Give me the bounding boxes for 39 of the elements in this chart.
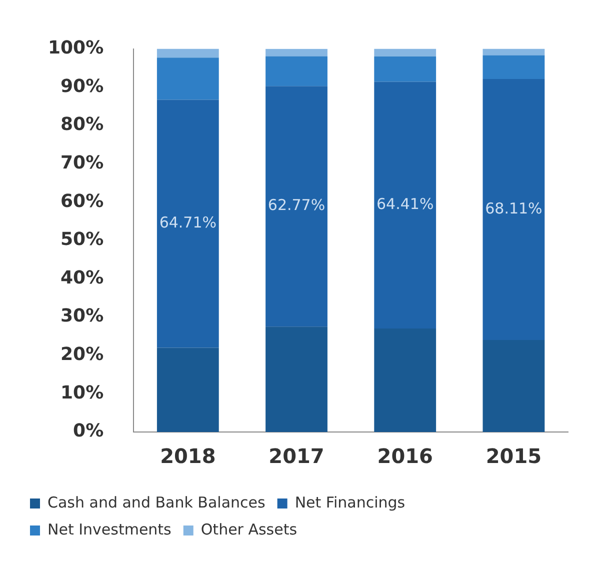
bar [156, 100, 219, 348]
y-tick-label: 70% [60, 152, 104, 174]
bar [156, 348, 219, 432]
bar [482, 79, 545, 340]
bar [266, 56, 328, 86]
y-tick-label: 0% [73, 420, 104, 442]
x-tick-label: 2016 [377, 444, 433, 468]
bar [156, 48, 219, 58]
bar [374, 56, 436, 82]
bar [156, 58, 219, 100]
y-tick-label: 50% [60, 229, 104, 250]
x-tick-label: 2017 [268, 444, 324, 468]
y-tick-label: 90% [60, 76, 104, 97]
y-tick-label: 10% [60, 382, 104, 404]
data-label: 64.71% [159, 214, 217, 232]
legend-label: Net Financings [294, 493, 406, 512]
x-tick-label: 2018 [160, 444, 216, 468]
data-label: 68.11% [485, 199, 542, 218]
y-tick-label: 100% [48, 37, 104, 58]
y-tick-label: 60% [60, 190, 104, 212]
legend-label: Cash and and Bank Balances [48, 493, 266, 512]
bar [374, 48, 436, 56]
bar [482, 340, 545, 432]
bar [482, 48, 545, 56]
y-tick-label: 20% [60, 344, 104, 366]
y-tick-label: 40% [60, 267, 104, 288]
legend-label: Other Assets [200, 520, 298, 538]
legend-label: Net Investments [48, 520, 172, 538]
y-tick-label: 30% [60, 306, 104, 327]
bar [266, 326, 328, 432]
x-tick-label: 2015 [486, 444, 542, 468]
y-tick-label: 80% [60, 114, 104, 136]
bar [266, 48, 328, 56]
bar [374, 82, 436, 329]
bar [482, 55, 545, 80]
data-label: 64.41% [376, 195, 434, 214]
bar [266, 86, 328, 327]
bar [374, 328, 436, 432]
data-label: 62.77% [268, 196, 326, 214]
